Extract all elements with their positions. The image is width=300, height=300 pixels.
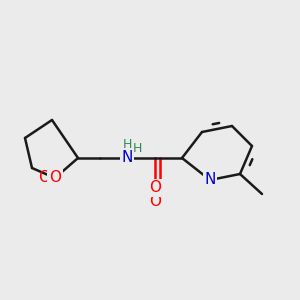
Text: O: O [49,170,61,185]
Text: O: O [149,181,161,196]
Text: N: N [121,151,133,166]
Text: N: N [121,151,133,166]
Text: O: O [38,170,50,185]
Text: N: N [121,151,133,166]
Text: N: N [204,172,216,188]
Text: H: H [122,139,132,152]
Text: N: N [204,172,216,188]
Text: H: H [132,142,142,154]
Text: O: O [149,181,161,196]
Text: N: N [204,172,216,188]
Text: O: O [49,170,61,185]
Text: O: O [149,194,161,209]
